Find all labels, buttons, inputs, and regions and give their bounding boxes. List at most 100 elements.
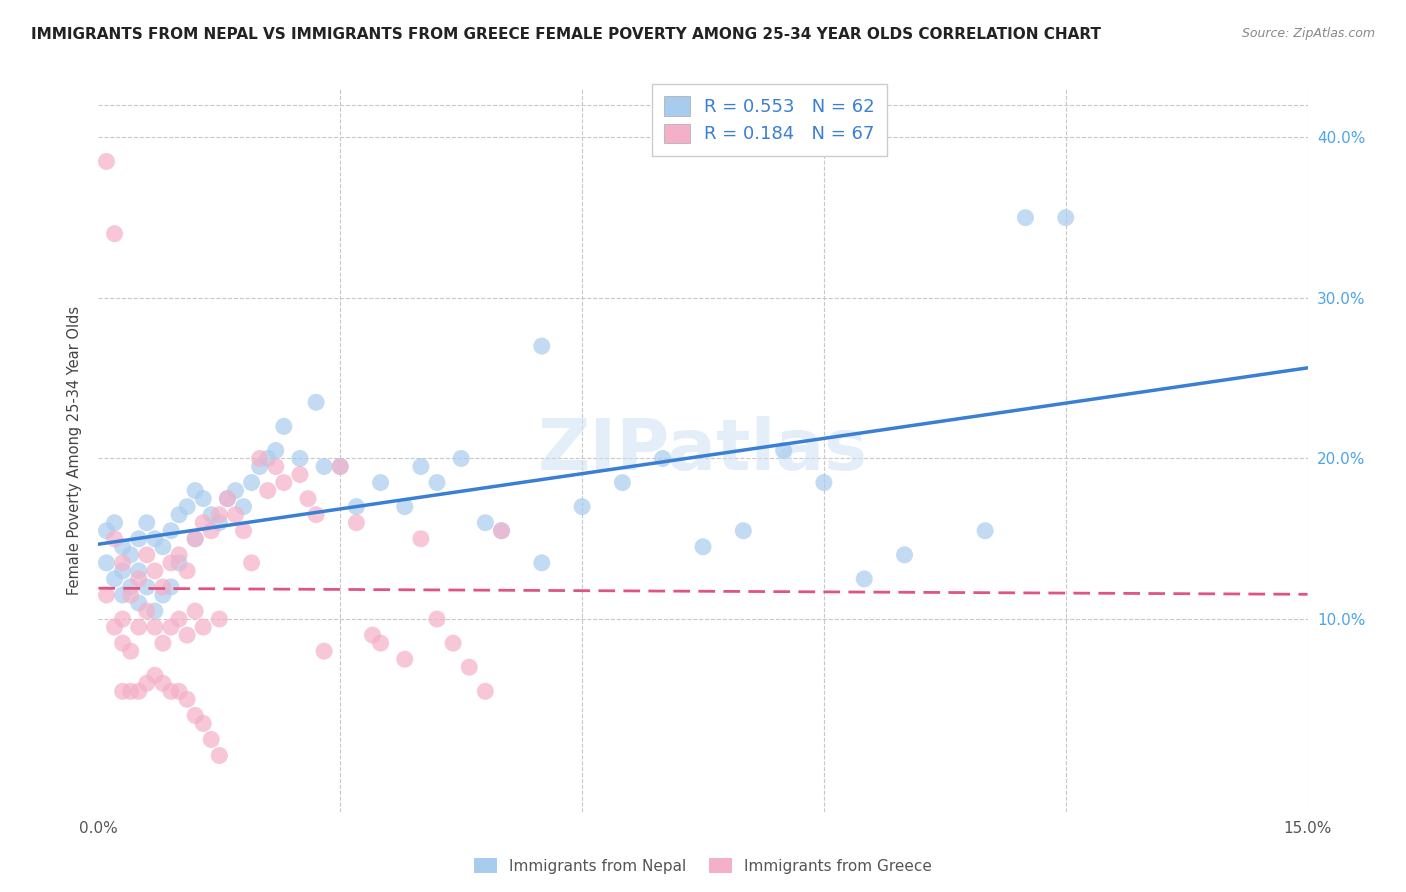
Point [120, 644, 142, 658]
Point [256, 483, 278, 498]
Point [176, 692, 198, 706]
Point [1054, 211, 1077, 225]
Point [160, 620, 183, 634]
Point [426, 475, 449, 490]
Point [344, 500, 367, 514]
Point [135, 548, 157, 562]
Point [184, 532, 207, 546]
Point [240, 475, 263, 490]
Point [128, 620, 150, 634]
Point [232, 524, 254, 538]
Point [458, 660, 481, 674]
Point [193, 516, 215, 530]
Point [143, 564, 166, 578]
Point [193, 716, 215, 731]
Text: IMMIGRANTS FROM NEPAL VS IMMIGRANTS FROM GREECE FEMALE POVERTY AMONG 25-34 YEAR : IMMIGRANTS FROM NEPAL VS IMMIGRANTS FROM… [31, 27, 1101, 42]
Point [305, 395, 328, 409]
Point [167, 508, 190, 522]
Point [152, 580, 174, 594]
Point [208, 748, 231, 763]
Point [853, 572, 876, 586]
Point [160, 684, 183, 698]
Point [111, 588, 134, 602]
Point [184, 483, 207, 498]
Point [813, 475, 835, 490]
Point [651, 451, 673, 466]
Point [394, 500, 416, 514]
Point [329, 459, 352, 474]
Point [96, 588, 118, 602]
Point [491, 524, 513, 538]
Point [200, 508, 222, 522]
Point [491, 524, 513, 538]
Point [394, 652, 416, 666]
Point [370, 636, 392, 650]
Point [474, 684, 496, 698]
Point [305, 508, 328, 522]
Point [208, 508, 231, 522]
Point [297, 491, 319, 506]
Point [409, 532, 432, 546]
Point [96, 556, 118, 570]
Point [224, 483, 246, 498]
Point [135, 676, 157, 690]
Point [167, 612, 190, 626]
Point [692, 540, 714, 554]
Point [176, 500, 198, 514]
Point [120, 588, 142, 602]
Point [273, 419, 295, 434]
Point [409, 459, 432, 474]
Point [103, 227, 125, 241]
Point [111, 636, 134, 650]
Point [143, 668, 166, 682]
Point [120, 548, 142, 562]
Point [571, 500, 593, 514]
Point [160, 524, 183, 538]
Point [152, 540, 174, 554]
Point [344, 516, 367, 530]
Point [167, 684, 190, 698]
Point [249, 459, 271, 474]
Text: Source: ZipAtlas.com: Source: ZipAtlas.com [1241, 27, 1375, 40]
Point [103, 532, 125, 546]
Point [120, 684, 142, 698]
Point [167, 548, 190, 562]
Point [612, 475, 634, 490]
Point [441, 636, 464, 650]
Point [1014, 211, 1036, 225]
Point [200, 732, 222, 747]
Point [103, 620, 125, 634]
Point [152, 676, 174, 690]
Point [120, 580, 142, 594]
Point [103, 572, 125, 586]
Point [426, 612, 449, 626]
Point [530, 339, 553, 353]
Point [152, 636, 174, 650]
Point [128, 596, 150, 610]
Point [224, 508, 246, 522]
Point [96, 524, 118, 538]
Point [111, 612, 134, 626]
Point [128, 684, 150, 698]
Point [974, 524, 997, 538]
Point [160, 580, 183, 594]
Point [450, 451, 472, 466]
Point [111, 556, 134, 570]
Point [264, 459, 287, 474]
Text: ZIPatlas: ZIPatlas [538, 416, 868, 485]
Point [111, 684, 134, 698]
Point [249, 451, 271, 466]
Point [128, 572, 150, 586]
Point [135, 604, 157, 618]
Point [152, 588, 174, 602]
Point [143, 532, 166, 546]
Point [474, 516, 496, 530]
Point [772, 443, 794, 458]
Point [111, 564, 134, 578]
Point [176, 628, 198, 642]
Point [128, 532, 150, 546]
Point [111, 540, 134, 554]
Point [217, 491, 239, 506]
Point [176, 564, 198, 578]
Point [530, 556, 553, 570]
